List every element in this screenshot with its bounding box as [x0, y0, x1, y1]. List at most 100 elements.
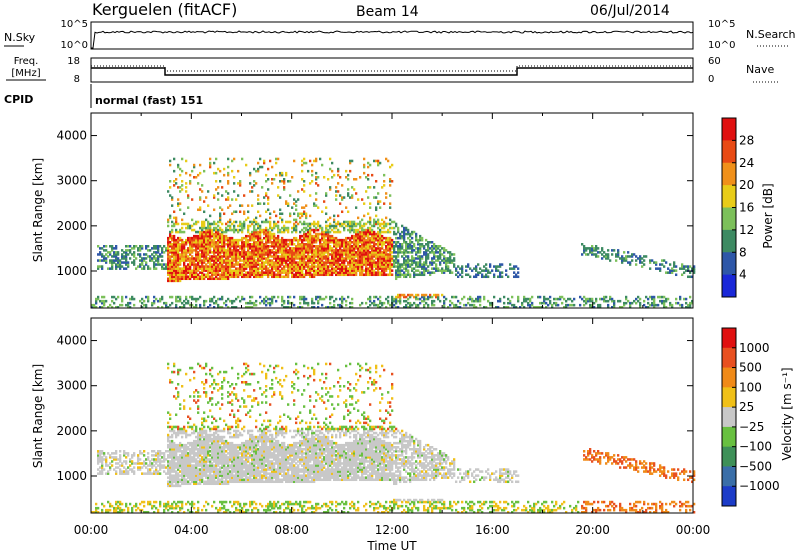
radar-cell [269, 263, 272, 266]
radar-cell [341, 263, 344, 266]
radar-cell [307, 234, 310, 238]
radar-cell [305, 297, 308, 301]
radar-cell [195, 267, 198, 270]
radar-cell [385, 297, 388, 301]
radar-cell [231, 257, 234, 260]
radar-cell [97, 267, 100, 270]
radar-cell [249, 269, 252, 272]
radar-cell [369, 247, 372, 250]
radar-cell [171, 480, 174, 484]
radar-cell [345, 271, 348, 274]
radar-cell [331, 176, 334, 179]
radar-cell [449, 253, 452, 256]
radar-cell [405, 249, 408, 252]
radar-cell [193, 234, 196, 238]
radar-cell [481, 275, 484, 279]
radar-cell [641, 257, 644, 260]
radar-cell [473, 303, 476, 307]
radar-cell [411, 247, 414, 250]
radar-cell [119, 267, 122, 270]
radar-cell [125, 468, 128, 471]
radar-cell [289, 259, 292, 262]
radar-cell [199, 265, 202, 268]
radar-cell [201, 261, 204, 264]
radar-cell [197, 208, 200, 212]
radar-cell [605, 295, 608, 299]
radar-cell [269, 303, 272, 307]
radar-cell [255, 255, 258, 258]
radar-cell [621, 255, 624, 258]
radar-cell [565, 303, 568, 307]
radar-cell [251, 263, 254, 266]
radar-cell [161, 466, 164, 469]
radar-cell [283, 255, 286, 258]
radar-cell [325, 306, 328, 309]
radar-cell [197, 265, 200, 268]
radar-cell [271, 232, 274, 236]
radar-cell [249, 232, 252, 236]
radar-cell [283, 243, 286, 246]
radar-cell [229, 243, 232, 246]
radar-cell [405, 265, 408, 268]
radar-cell [117, 261, 120, 264]
radar-cell [355, 230, 358, 234]
radar-cell [633, 253, 636, 256]
radar-cell [225, 275, 228, 279]
radar-cell [395, 265, 398, 268]
radar-cell [295, 263, 298, 266]
radar-cell [171, 230, 174, 234]
radar-cell [417, 265, 420, 268]
radar-cell [657, 303, 660, 307]
radar-cell [143, 500, 146, 504]
radar-cell [177, 253, 180, 256]
radar-cell [205, 247, 208, 250]
radar-cell [311, 249, 314, 252]
radar-cell [117, 251, 120, 254]
radar-cell [115, 259, 118, 262]
radar-cell [173, 452, 176, 455]
radar-cell [349, 267, 352, 270]
radar-cell [377, 269, 380, 272]
radar-cell [219, 259, 222, 262]
radar-cell [179, 247, 182, 250]
radar-cell [119, 464, 122, 467]
radar-cell [243, 267, 246, 270]
radar-cell [121, 255, 124, 258]
radar-cell [183, 247, 186, 250]
radar-cell [421, 238, 424, 242]
radar-cell [281, 267, 284, 270]
radar-cell [243, 247, 246, 250]
radar-cell [363, 257, 366, 260]
radar-cell [555, 303, 558, 307]
radar-cell [173, 224, 176, 228]
radar-cell [217, 247, 220, 250]
radar-cell [415, 253, 418, 256]
radar-cell [341, 196, 344, 199]
radar-cell [149, 502, 152, 506]
radar-cell [139, 253, 142, 256]
radar-cell [379, 267, 382, 270]
radar-cell [483, 265, 486, 268]
radar-cell [363, 243, 366, 246]
radar-cell [227, 247, 230, 250]
radar-cell [413, 261, 416, 264]
radar-cell [515, 306, 518, 309]
radar-cell [259, 165, 262, 169]
radar-cell [291, 249, 294, 252]
radar-cell [347, 241, 350, 244]
radar-cell [167, 433, 170, 437]
radar-cell [327, 218, 330, 222]
radar-cell [365, 261, 368, 264]
radar-cell [303, 236, 306, 240]
radar-cell [243, 273, 246, 277]
radar-cell [305, 269, 308, 272]
radar-cell [169, 249, 172, 252]
radar-cell [91, 306, 94, 309]
radar-cell [205, 273, 208, 277]
radar-cell [211, 273, 214, 277]
radar-cell [341, 251, 344, 254]
radar-cell [167, 255, 170, 258]
radar-cell [221, 273, 224, 277]
radar-cell [181, 259, 184, 262]
radar-cell [289, 180, 292, 183]
